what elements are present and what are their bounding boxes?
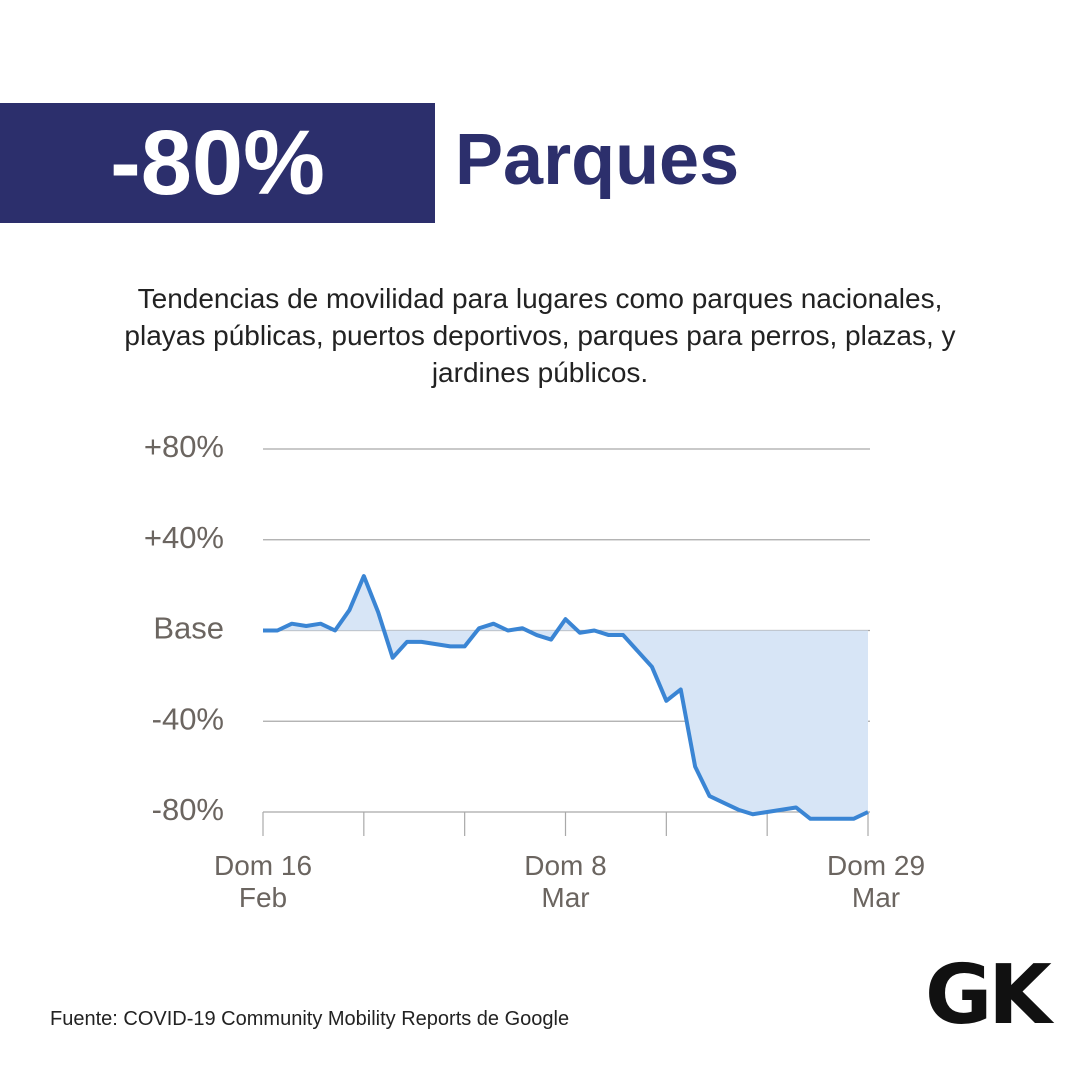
line <box>263 574 869 821</box>
logo: GK <box>925 948 1052 1043</box>
x-tick-label: Dom 29 Mar <box>826 850 926 913</box>
y-tick-label: -80% <box>152 792 224 827</box>
headline: -80% <box>110 112 325 214</box>
subtitle: Tendencias de movilidad para lugares com… <box>124 283 956 388</box>
source: Fuente: COVID-19 Community Mobility Repo… <box>50 1008 570 1030</box>
y-tick-label: -40% <box>152 701 224 736</box>
y-tick-label: +80% <box>144 429 224 464</box>
y-tick-label: +40% <box>144 520 224 555</box>
chart-title: Parques <box>455 120 740 200</box>
headline-box <box>0 103 435 223</box>
y-tick-label: Base <box>153 611 224 646</box>
x-tick-label: Dom 8 Mar <box>524 850 607 913</box>
x-tick-label: Dom 16 Feb <box>213 850 313 913</box>
area <box>263 576 868 819</box>
